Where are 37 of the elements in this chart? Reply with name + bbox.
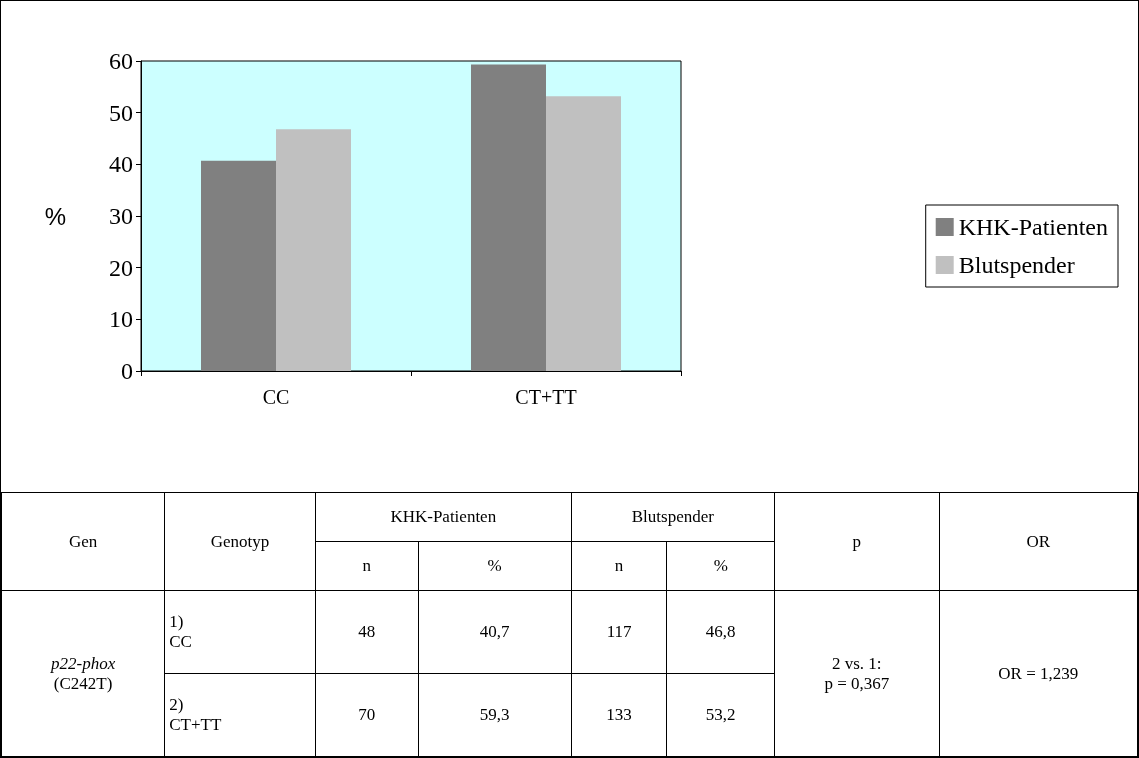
category-label: CC <box>169 632 192 652</box>
category-label: CT+TT <box>169 715 222 735</box>
text: n <box>315 541 419 591</box>
y-axis-title: % <box>44 202 66 230</box>
text: 70 <box>315 673 419 757</box>
y-tick-label: 40 <box>109 151 133 178</box>
y-tick-label: 10 <box>109 306 133 333</box>
legend-label: Blutspender <box>958 252 1075 278</box>
text: % <box>418 541 572 591</box>
y-tick-label: 50 <box>109 99 133 126</box>
text: 59,3 <box>418 673 572 757</box>
text: 2 vs. 1: <box>832 653 882 673</box>
text: p22-phox <box>51 653 116 673</box>
y-tick-label: 60 <box>109 48 133 74</box>
y-tick-label: 20 <box>109 254 133 281</box>
text: 133 <box>571 673 667 757</box>
text: p <box>774 492 940 591</box>
text: Blutspender <box>631 507 714 527</box>
text: 1) <box>169 612 184 632</box>
text: OR <box>939 492 1138 591</box>
y-tick-label: 0 <box>121 358 133 384</box>
legend-label: KHK-Patienten <box>958 214 1108 240</box>
text: Gen <box>1 492 165 591</box>
text: OR = 1,239 <box>939 590 1138 757</box>
text: n <box>614 556 624 576</box>
y-tick-label: 30 <box>109 203 133 229</box>
text: 40,7 <box>418 590 572 674</box>
text: p = 0,367 <box>824 673 890 693</box>
text: 53,2 <box>666 673 775 757</box>
text: KHK-Patienten <box>390 507 497 527</box>
text: 46,8 <box>666 590 775 674</box>
text: (C242T) <box>53 673 113 693</box>
text: % <box>713 556 728 576</box>
text: 48 <box>315 590 419 674</box>
text: 117 <box>571 590 667 674</box>
text: 2) <box>169 695 184 715</box>
text: Genotyp <box>164 492 316 591</box>
